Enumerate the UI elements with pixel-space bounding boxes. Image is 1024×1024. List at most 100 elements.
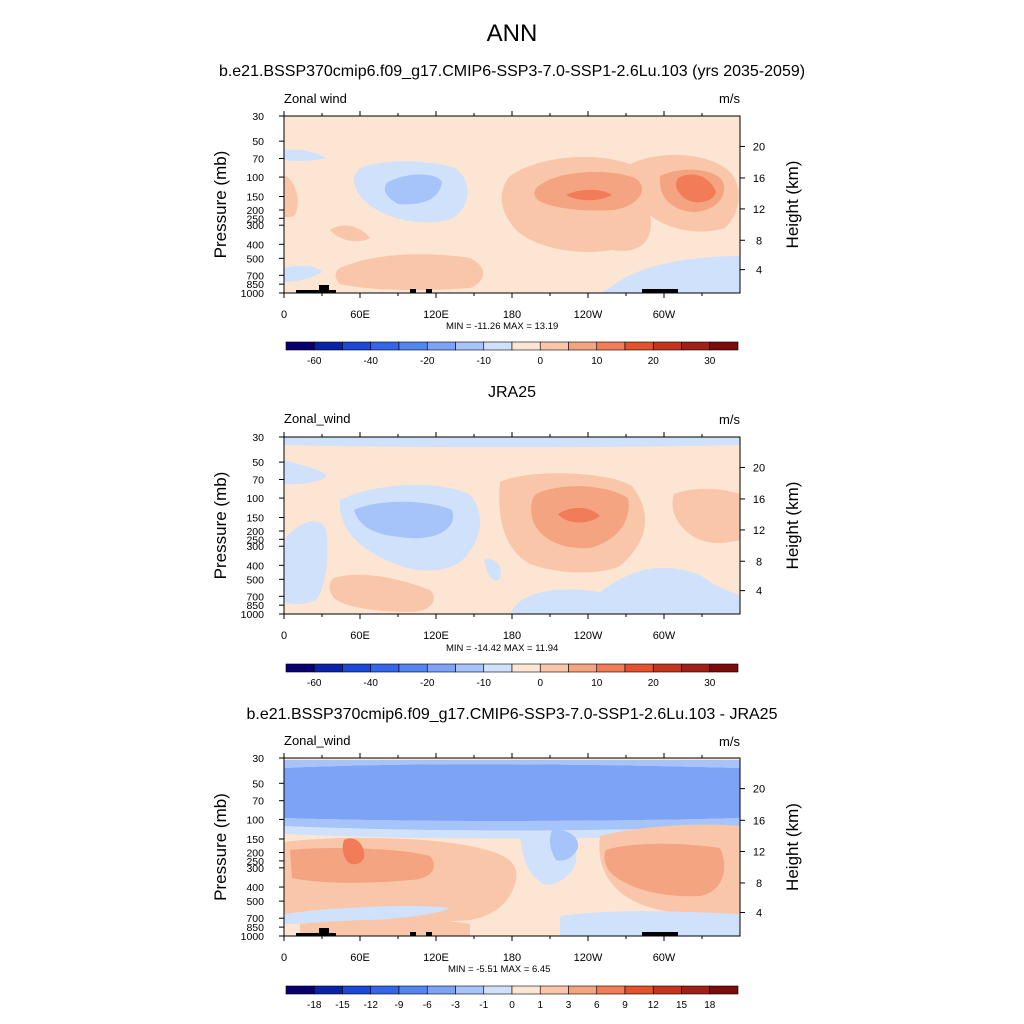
panel-3-colorbar-label: 15 [676, 1000, 688, 1011]
panel-3-x-tick-label: 180 [503, 952, 521, 964]
panel-1-contour-5 [284, 175, 298, 218]
panel-2-colorbar-swatch-16 [709, 663, 739, 673]
panel-2-x-tick-label: 180 [503, 630, 521, 642]
panel-3-colorbar-swatch-9 [511, 985, 541, 995]
panel-2-y-tick-label: 400 [246, 560, 264, 572]
panel-1-y-right-axis-title: Height (km) [783, 161, 802, 249]
panel-2-y-tick-label: 150 [246, 513, 264, 525]
panel-2-colorbar-swatch-12 [596, 663, 626, 673]
panel-3-colorbar-label: -6 [423, 1000, 432, 1011]
panel-3-y-tick-label: 50 [252, 778, 264, 790]
panel-1-colorbar-swatch-13 [624, 341, 654, 351]
panel-1-colorbar-label: 30 [704, 356, 716, 367]
panel-1-contour-11 [335, 254, 484, 291]
panel-2-contour-9 [672, 488, 740, 543]
panel-3-colorbar-label: 12 [648, 1000, 660, 1011]
panel-1-topography-mask-5 [642, 289, 678, 293]
panel-2-y-right-axis-title: Height (km) [783, 482, 802, 570]
panel-3-colorbar-swatch-13 [624, 985, 654, 995]
panel-3-topography-mask-5 [642, 932, 678, 936]
panel-2-y-right-tick-label: 8 [756, 556, 762, 568]
page-title: ANN [486, 20, 538, 47]
panel-1-colorbar-swatch-10 [539, 341, 569, 351]
panel-1-x-tick-label: 60W [653, 309, 676, 321]
panel-3-y-tick-label: 30 [252, 753, 264, 765]
panel-1-y-tick-label: 500 [246, 253, 264, 265]
panel-1-colorbar-swatch-2 [313, 341, 343, 351]
panel-3-colorbar-swatch-8 [483, 985, 513, 995]
panel-3-topography-mask-1 [296, 933, 336, 936]
panel-2-variable-label: Zonal_wind [284, 411, 351, 426]
panel-2-colorbar-swatch-14 [652, 663, 682, 673]
panel-2-x-tick-label: 120W [574, 630, 603, 642]
panel-1-colorbar-swatch-5 [398, 341, 428, 351]
panel-1-y-right-tick-label: 12 [753, 204, 765, 216]
panel-2-colorbar-label: -40 [364, 678, 379, 689]
panel-1-colorbar-swatch-9 [511, 341, 541, 351]
panel-2-x-tick-label: 120E [423, 630, 449, 642]
panel-3-contour-8 [290, 848, 434, 883]
panel-1-units-label: m/s [719, 91, 740, 106]
panel-1-colorbar-swatch-1 [285, 341, 315, 351]
panel-3-stats: MIN = -5.51 MAX = 6.45 [448, 964, 551, 975]
panel-1-y-tick-label: 1000 [241, 288, 265, 300]
panel-2-contour-11 [558, 507, 600, 523]
panel-1-contour-13 [600, 256, 740, 293]
panel-3-y-right-tick-label: 16 [753, 815, 765, 827]
panel-2-y-tick-label: 50 [252, 457, 264, 469]
panel-2-title: JRA25 [487, 384, 537, 401]
panel-2-y-tick-label: 1000 [241, 609, 265, 621]
panel-2-y-tick-label: 200 [246, 526, 264, 538]
panel-2-colorbar-label: 30 [704, 678, 716, 689]
panel-3-y-tick-label: 500 [246, 896, 264, 908]
panel-1-x-tick-label: 120W [574, 309, 603, 321]
panel-2-colorbar [285, 663, 739, 673]
panel-2-x-tick-label: 60E [350, 630, 370, 642]
panel-3-colorbar-swatch-5 [398, 985, 428, 995]
panel-1-y-tick-label: 700 [246, 270, 264, 282]
panel-3-x-tick-label: 60E [350, 952, 370, 964]
panel-2-contour-2 [284, 460, 327, 485]
panel-2-colorbar-swatch-11 [568, 663, 598, 673]
panel-2-y-tick-label: 30 [252, 432, 264, 444]
panel-2-y-tick-label: 700 [246, 591, 264, 603]
panel-3-contour-12 [284, 906, 450, 924]
panel-1-contour-9 [675, 174, 716, 203]
panel-2-contour-5 [354, 501, 454, 539]
panel-1-y-tick-label: 850 [246, 279, 264, 291]
panel-3-y-tick-label: 850 [246, 922, 264, 934]
panel-2-colorbar-swatch-8 [483, 663, 513, 673]
panel-1-colorbar-swatch-15 [681, 341, 711, 351]
panel-2-y-axis-title: Pressure (mb) [211, 472, 230, 580]
panel-1-contour-8 [566, 189, 612, 201]
panel-3-contour-14 [300, 919, 470, 936]
panel-2-y-tick-label: 850 [246, 600, 264, 612]
panel-1-y-right-tick-label: 8 [756, 235, 762, 247]
panel-2-y-right-tick-label: 12 [753, 525, 765, 537]
panel-1-y-right-tick-label: 16 [753, 173, 765, 185]
panel-2-contour-6 [484, 559, 501, 581]
panel-1-y-tick-label: 70 [252, 153, 264, 165]
panel-2-colorbar-label: -60 [307, 678, 322, 689]
panel-3-y-tick-label: 150 [246, 834, 264, 846]
panel-3-colorbar-label: -18 [307, 1000, 322, 1011]
panel-3-colorbar-swatch-14 [652, 985, 682, 995]
panel-3-colorbar-label: -15 [335, 1000, 350, 1011]
panel-3-colorbar [285, 985, 739, 995]
panel-3-contour-13 [560, 911, 740, 936]
panel-3-colorbar-swatch-10 [539, 985, 569, 995]
panel-1-x-tick-label: 120E [423, 309, 449, 321]
panel-3-x-tick-label: 0 [281, 952, 287, 964]
panel-2-y-right-tick-label: 16 [753, 494, 765, 506]
panel-3-y-tick-label: 200 [246, 848, 264, 860]
panel-2-y-tick-label: 250 [246, 534, 264, 546]
panel-2-colorbar-label: -20 [420, 678, 435, 689]
panel-1-y-tick-label: 250 [246, 213, 264, 225]
panel-3-colorbar-swatch-2 [313, 985, 343, 995]
panel-3-colorbar-label: -12 [364, 1000, 379, 1011]
panel-3-colorbar-swatch-3 [342, 985, 372, 995]
panel-2-y-tick-label: 70 [252, 474, 264, 486]
panel-2-colorbar-swatch-9 [511, 663, 541, 673]
panel-3-colorbar-label: -9 [395, 1000, 404, 1011]
